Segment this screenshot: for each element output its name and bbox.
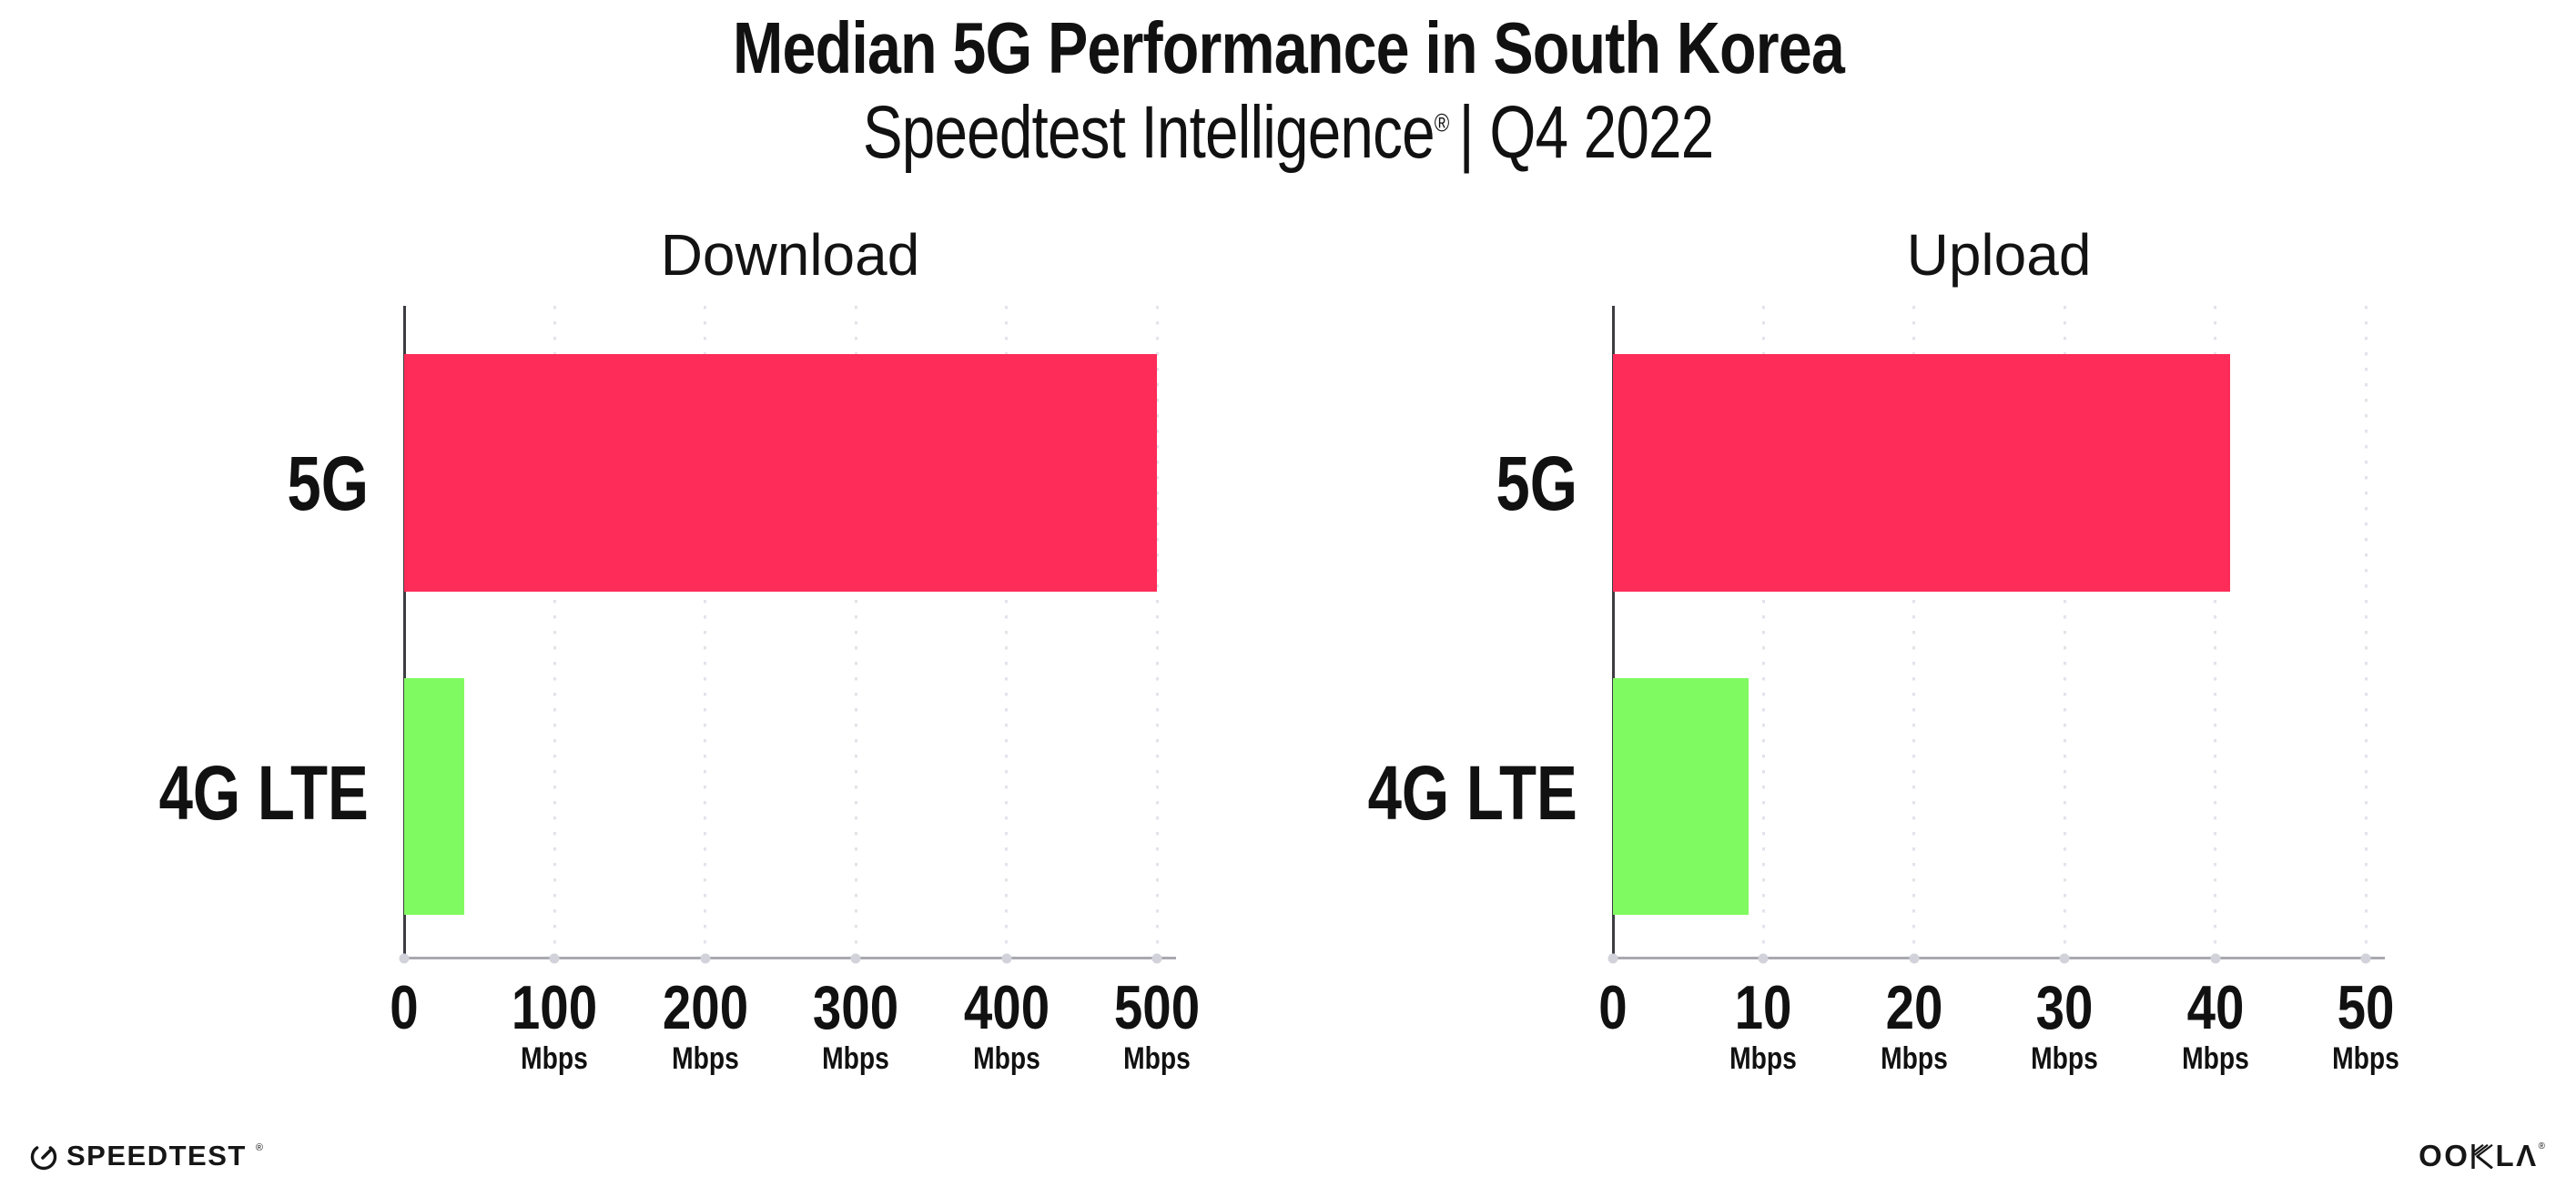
- x-tick-unit: Mbps: [2031, 1041, 2099, 1076]
- download-plot-area: 5G 4G LTE 0 100 200 300 400 500 Mbps Mbp…: [159, 306, 1200, 1076]
- ookla-logo: OO LΛ ®: [2419, 1139, 2545, 1172]
- x-tick-unit: Mbps: [972, 1041, 1040, 1076]
- x-tick-unit: Mbps: [1123, 1041, 1191, 1076]
- subtitle-brand: Speedtest Intelligence: [862, 91, 1435, 174]
- gridline: [2214, 306, 2217, 958]
- tick-dot: [549, 953, 560, 963]
- ookla-wordmark-right: LΛ: [2495, 1139, 2539, 1172]
- upload-5g-bar: [1613, 354, 2231, 592]
- gridline: [1912, 306, 1916, 958]
- registered-mark: ®: [1434, 108, 1449, 137]
- x-tick-label: 20: [1885, 973, 1943, 1042]
- gridline: [1155, 306, 1159, 958]
- x-axis-line: [404, 957, 1176, 959]
- y-axis-line: [403, 306, 406, 959]
- upload-4g-lte-bar: [1613, 678, 1749, 915]
- subtitle-quarter: | Q4 2022: [1458, 91, 1715, 174]
- tick-dot: [2059, 953, 2070, 963]
- page-subtitle: Speedtest Intelligence® | Q4 2022: [0, 89, 2576, 177]
- gridline: [2063, 306, 2066, 958]
- x-tick-label: 0: [390, 973, 419, 1042]
- tick-dot: [1001, 953, 1012, 963]
- tick-dot: [1758, 953, 1769, 963]
- ookla-wordmark-left: OO: [2419, 1139, 2470, 1172]
- y-axis-line: [1612, 306, 1615, 959]
- x-tick-unit: Mbps: [1729, 1041, 1798, 1076]
- tick-dot: [1151, 953, 1162, 963]
- gridline: [1761, 306, 1765, 958]
- x-tick-unit: Mbps: [2181, 1041, 2249, 1076]
- upload-chart-title: Upload: [1906, 222, 2092, 288]
- gridline: [553, 306, 556, 958]
- download-4g-lte-bar: [404, 678, 465, 915]
- x-tick-label: 500: [1113, 973, 1201, 1042]
- x-tick-label: 100: [512, 973, 598, 1042]
- x-tick-label: 50: [2337, 973, 2395, 1042]
- x-tick-label: 200: [662, 973, 748, 1042]
- category-label-5g: 5G: [1496, 441, 1577, 526]
- x-tick-label: 30: [2035, 973, 2094, 1042]
- tick-dot: [700, 953, 711, 963]
- category-label-5g: 5G: [287, 441, 369, 526]
- gridline: [2364, 306, 2368, 958]
- gridline: [1005, 306, 1009, 958]
- tick-dot: [2360, 953, 2371, 963]
- tick-dot: [850, 953, 861, 963]
- x-tick-unit: Mbps: [2332, 1041, 2399, 1076]
- tick-dot: [2210, 953, 2221, 963]
- x-tick-label: 10: [1734, 973, 1792, 1042]
- x-tick-label: 400: [963, 973, 1050, 1042]
- download-chart-title: Download: [660, 222, 920, 288]
- page-title: Median 5G Performance in South Korea: [0, 9, 2576, 87]
- ookla-k-icon: [2470, 1143, 2495, 1169]
- upload-plot-area: 5G 4G LTE 0 10 20 30 40 50 Mbps Mbps Mbp…: [1368, 306, 2399, 1076]
- category-label-4g-lte: 4G LTE: [158, 750, 369, 836]
- tick-dot: [1909, 953, 1920, 963]
- speedtest-gauge-icon: [29, 1141, 58, 1171]
- category-label-4g-lte: 4G LTE: [1367, 750, 1577, 836]
- download-5g-bar: [404, 354, 1157, 592]
- x-tick-unit: Mbps: [822, 1041, 890, 1076]
- speedtest-wordmark: SPEEDTEST: [66, 1140, 247, 1172]
- tick-dot: [1607, 953, 1618, 963]
- gridline: [704, 306, 707, 958]
- x-tick-label: 0: [1598, 973, 1628, 1042]
- page-title-text: Median 5G Performance in South Korea: [732, 7, 1845, 88]
- x-tick-label: 40: [2186, 973, 2244, 1042]
- x-tick-unit: Mbps: [1880, 1041, 1948, 1076]
- speedtest-logo: SPEEDTEST ®: [29, 1140, 263, 1172]
- tick-dot: [399, 953, 410, 963]
- x-axis-line: [1613, 957, 2385, 959]
- x-tick-unit: Mbps: [521, 1041, 589, 1076]
- gridline: [854, 306, 857, 958]
- x-tick-label: 300: [813, 973, 899, 1042]
- x-tick-unit: Mbps: [671, 1041, 739, 1076]
